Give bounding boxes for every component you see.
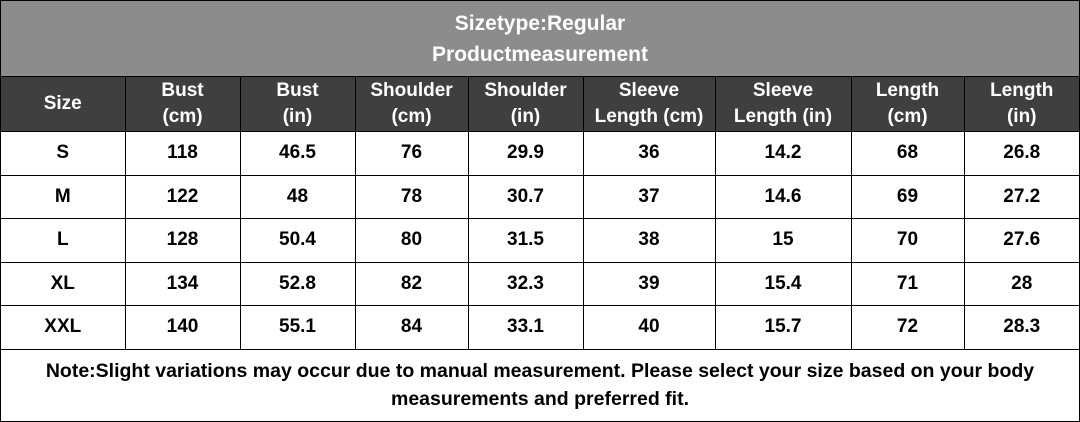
measure-cell: 15.4 bbox=[714, 261, 852, 306]
header-line: Sleeve bbox=[618, 80, 680, 101]
size-cell: XL bbox=[1, 261, 126, 306]
measure-cell: 118 bbox=[124, 131, 241, 176]
header-line: Length (cm) bbox=[594, 106, 704, 127]
table-row: XL 134 52.8 82 32.3 39 15.4 71 28 bbox=[1, 261, 1079, 306]
measure-cell: 28 bbox=[963, 261, 1079, 306]
header-line: Length (in) bbox=[733, 106, 833, 127]
table-row: M 122 48 78 30.7 37 14.6 69 27.2 bbox=[1, 174, 1079, 219]
size-cell: L bbox=[1, 218, 126, 263]
column-header: Sleeve Length (in) bbox=[714, 77, 852, 132]
column-header: Shoulder (in) bbox=[467, 77, 584, 132]
size-cell: XXL bbox=[1, 305, 126, 350]
measure-cell: 27.6 bbox=[963, 218, 1079, 263]
header-line: Shoulder bbox=[370, 80, 453, 101]
measure-cell: 30.7 bbox=[467, 174, 584, 219]
header-row: Size Bust (cm) Bust (in) Shoulder (cm) Shoulder… bbox=[1, 77, 1079, 132]
measure-cell: 80 bbox=[354, 218, 469, 263]
header-line: Sleeve bbox=[752, 80, 814, 101]
table-row: XXL 140 55.1 84 33.1 40 15.7 72 28.3 bbox=[1, 305, 1079, 350]
measure-cell: 78 bbox=[354, 174, 469, 219]
measure-cell: 46.5 bbox=[239, 131, 356, 176]
title-bar: Sizetype:Regular Productmeasurement bbox=[1, 1, 1079, 77]
header-line: (in) bbox=[510, 106, 541, 127]
measure-cell: 70 bbox=[850, 218, 965, 263]
header-line: Size bbox=[43, 93, 82, 114]
note: Note:Slight variations may occur due to … bbox=[45, 360, 1035, 410]
measure-cell: 76 bbox=[354, 131, 469, 176]
measure-cell: 71 bbox=[850, 261, 965, 306]
measure-cell: 72 bbox=[850, 305, 965, 350]
column-header: Length (in) bbox=[963, 77, 1079, 132]
measure-cell: 33.1 bbox=[467, 305, 584, 350]
measure-cell: 128 bbox=[124, 218, 241, 263]
measure-cell: 37 bbox=[582, 174, 716, 219]
header-line: (cm) bbox=[887, 106, 928, 127]
measure-cell: 82 bbox=[354, 261, 469, 306]
measure-cell: 69 bbox=[850, 174, 965, 219]
measure-cell: 140 bbox=[124, 305, 241, 350]
size-cell: M bbox=[1, 174, 126, 219]
measure-cell: 14.6 bbox=[714, 174, 852, 219]
measure-cell: 31.5 bbox=[467, 218, 584, 263]
table-body: S 118 46.5 76 29.9 36 14.2 68 26.8 M 122 48 78 30.7 37… bbox=[1, 131, 1079, 350]
measure-cell: 84 bbox=[354, 305, 469, 350]
column-header: Sleeve Length (cm) bbox=[582, 77, 716, 132]
header-line: Length bbox=[875, 80, 940, 101]
measure-cell: 29.9 bbox=[467, 131, 584, 176]
measure-cell: 28.3 bbox=[963, 305, 1079, 350]
header-line: (cm) bbox=[162, 106, 203, 127]
measure-cell: 36 bbox=[582, 131, 716, 176]
header-line: Bust bbox=[161, 80, 204, 101]
title-line: Productmeasurement bbox=[432, 42, 648, 66]
column-header: Length (cm) bbox=[850, 77, 965, 132]
measure-cell: 52.8 bbox=[239, 261, 356, 306]
table-row: S 118 46.5 76 29.9 36 14.2 68 26.8 bbox=[1, 131, 1079, 176]
measure-cell: 122 bbox=[124, 174, 241, 219]
measure-cell: 38 bbox=[582, 218, 716, 263]
measure-cell: 15 bbox=[714, 218, 852, 263]
measure-cell: 32.3 bbox=[467, 261, 584, 306]
column-header: Shoulder (cm) bbox=[354, 77, 469, 132]
header-line: (in) bbox=[1006, 106, 1037, 127]
header-line: Bust bbox=[276, 80, 319, 101]
column-header: Size bbox=[1, 77, 126, 132]
size-cell: S bbox=[1, 131, 126, 176]
column-header: Bust (cm) bbox=[124, 77, 241, 132]
header-line: (in) bbox=[282, 106, 313, 127]
column-header: Bust (in) bbox=[239, 77, 356, 132]
measure-cell: 48 bbox=[239, 174, 356, 219]
size-table: Size Bust (cm) Bust (in) Shoulder (cm) Shoulder… bbox=[1, 77, 1079, 350]
header-line: Length bbox=[990, 80, 1054, 101]
measure-cell: 134 bbox=[124, 261, 241, 306]
measure-cell: 55.1 bbox=[239, 305, 356, 350]
table-row: L 128 50.4 80 31.5 38 15 70 27.6 bbox=[1, 218, 1079, 263]
measure-cell: 39 bbox=[582, 261, 716, 306]
measure-cell: 15.7 bbox=[714, 305, 852, 350]
measure-cell: 68 bbox=[850, 131, 965, 176]
measure-cell: 50.4 bbox=[239, 218, 356, 263]
measure-cell: 40 bbox=[582, 305, 716, 350]
header-line: Shoulder bbox=[484, 80, 567, 101]
measure-cell: 27.2 bbox=[963, 174, 1079, 219]
title-line: Sizetype:Regular bbox=[454, 11, 626, 35]
header-line: (cm) bbox=[391, 106, 432, 127]
measure-cell: 26.8 bbox=[963, 131, 1079, 176]
measure-cell: 14.2 bbox=[714, 131, 852, 176]
